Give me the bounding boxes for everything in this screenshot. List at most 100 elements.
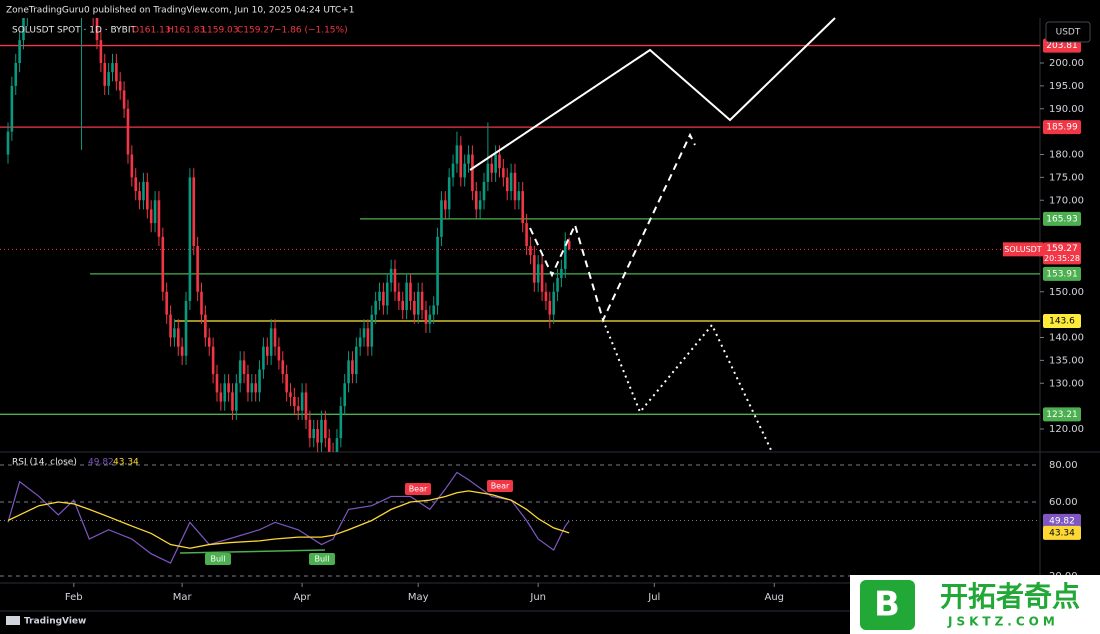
candle-body	[215, 374, 219, 393]
level-tag	[1043, 314, 1081, 329]
candle-body	[358, 337, 362, 347]
candle-body	[285, 374, 288, 393]
projection-solid	[469, 17, 836, 171]
candle-body	[444, 200, 447, 210]
candle-body	[552, 291, 555, 315]
y-tick-label: 130.00	[1049, 378, 1084, 389]
candle-body	[525, 223, 528, 246]
rsi-value-tag	[1043, 525, 1081, 540]
candle-body	[115, 63, 118, 82]
candle-body	[308, 419, 312, 439]
candle-body	[161, 236, 165, 292]
candle-body	[478, 200, 482, 210]
level-tag	[1043, 407, 1081, 422]
candle-body	[204, 314, 207, 338]
candle-body	[447, 177, 451, 210]
candle-body	[374, 300, 377, 315]
level-label: 123.21	[1046, 410, 1078, 420]
candle-body	[467, 154, 470, 164]
signal-label: Bull	[210, 555, 225, 564]
symbol: SOLUSDT SPOT · 1D · BYBIT	[12, 26, 137, 36]
candle-body	[169, 314, 172, 338]
candle-body	[397, 291, 401, 301]
bull-divergence	[179, 549, 326, 554]
ohlc: O161.13	[132, 26, 171, 36]
rsi-value: 49.82	[88, 458, 114, 468]
y-tick-label: 150.00	[1049, 287, 1084, 298]
candle-body	[494, 154, 497, 173]
candle-body	[533, 255, 536, 283]
candle-body	[134, 177, 138, 192]
candle-body	[10, 85, 14, 132]
candle-body	[436, 236, 439, 306]
candle-body	[405, 282, 408, 311]
currency-button[interactable]	[1045, 21, 1091, 43]
candle-body	[180, 346, 184, 356]
candle-body	[482, 181, 486, 201]
legend: SOLUSDT SPOT · 1D · BYBIT O161.13 H161.8…	[12, 26, 348, 468]
candle-body	[513, 172, 517, 201]
signal-tag	[309, 553, 335, 565]
level-label: 185.99	[1046, 123, 1078, 133]
candle-body	[544, 291, 548, 301]
y-tick-label: 170.00	[1049, 195, 1084, 206]
ohlc: L159.03	[202, 26, 239, 36]
candle-body	[118, 81, 122, 91]
candle-body	[509, 172, 513, 192]
candle-body	[173, 328, 176, 338]
y-tick-label: 120.00	[1049, 424, 1084, 435]
candle-body	[269, 328, 273, 356]
ohlc: H161.83	[167, 26, 205, 36]
candle-body	[343, 383, 346, 407]
candle-body	[324, 419, 327, 439]
candle-body	[304, 392, 308, 420]
signal-label: Bull	[314, 555, 329, 564]
candle-body	[521, 191, 525, 224]
rsi-value-tag	[1043, 513, 1081, 528]
candle-body	[138, 191, 141, 201]
candle-body	[277, 346, 281, 361]
candle-body	[382, 291, 385, 306]
candle-body	[273, 328, 277, 347]
candle-body	[289, 392, 292, 397]
candle-body	[242, 360, 246, 375]
candle-body	[103, 63, 107, 86]
candle-body	[107, 72, 110, 86]
candle-body	[211, 346, 215, 375]
candle-body	[22, 18, 25, 41]
last-price-symbol: SOLUSDT	[1004, 245, 1042, 254]
candle-body	[146, 181, 149, 210]
candle-body	[385, 282, 389, 306]
level-tag	[1043, 211, 1081, 226]
candle-body	[130, 154, 134, 178]
candle-body	[184, 300, 188, 356]
candle-body	[370, 314, 374, 347]
candle-body	[556, 278, 559, 292]
level-label: 153.91	[1046, 269, 1078, 279]
last-price-tag	[1003, 242, 1043, 257]
candle-body	[474, 191, 478, 210]
candle-body	[265, 346, 269, 356]
candle-body	[471, 154, 474, 192]
candle-body	[366, 328, 370, 347]
rsi-tick-label: 60.00	[1049, 497, 1078, 508]
candle-body	[293, 396, 296, 407]
y-tick-label: 175.00	[1049, 172, 1084, 183]
candle-body	[142, 181, 145, 201]
candle-body	[238, 360, 242, 384]
candle-body	[254, 383, 257, 393]
candle-body	[14, 63, 18, 86]
candle-body	[413, 300, 416, 315]
candle-body	[455, 145, 459, 164]
last-price-value: 159.27	[1046, 244, 1078, 254]
candle-body	[296, 406, 300, 411]
candle-body	[188, 177, 192, 301]
candle-body	[563, 240, 567, 269]
candle-body	[207, 337, 211, 347]
watermark-logo-letter: B	[874, 585, 900, 625]
candle-body	[153, 200, 157, 224]
candle-body	[250, 383, 254, 393]
y-tick-label: 200.00	[1049, 58, 1084, 69]
candle-body	[498, 154, 501, 169]
watermark-name: 开拓者奇点	[940, 580, 1080, 613]
